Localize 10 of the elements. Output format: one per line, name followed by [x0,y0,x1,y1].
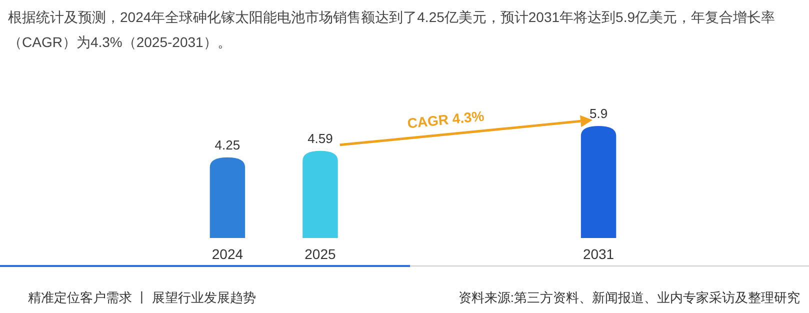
chart-title: 根据统计及预测，2024年全球砷化镓太阳能电池市场销售额达到了4.25亿美元，预计2031年将达到5.9亿美元，年复合增长率（CAGR）为4.3%（2025-2031）。 [8,9,775,50]
x-tick-label: 2025 [304,246,336,262]
text: 资料来源:第三方资料、新闻报道、业内专家采访及整理研究 [458,290,800,305]
data-label: 4.25 [214,137,240,152]
annotation: CAGR 4.3% [406,108,486,132]
text: 精准定位客户需求 丨 展望行业发展趋势 [28,290,256,305]
x-tick-label: 2024 [212,246,244,262]
data-label: 5.9 [590,106,608,121]
data-label: 4.59 [308,130,333,146]
x-tick-label: 2031 [582,246,614,262]
